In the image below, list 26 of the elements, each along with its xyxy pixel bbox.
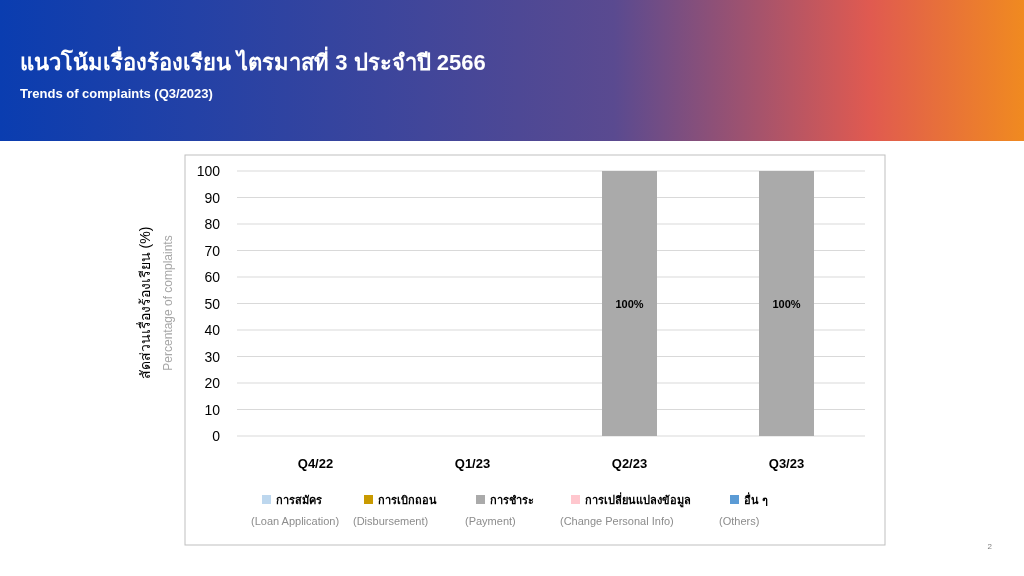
legend-label: การเปลี่ยนแปลงข้อมูล (Change Personal Info) (560, 492, 691, 527)
text: 2 (987, 542, 993, 551)
y-tick-label: 50 (204, 295, 221, 312)
legend-label: อื่น ๆ (Others) (719, 492, 769, 527)
y-tick-label: 20 (204, 375, 221, 391)
chart-title: แนวโน้มเรื่องร้องเรียน ไตรมาสที่ 3 ประจำปี 2566 (20, 46, 486, 75)
y-tick-label: 10 (204, 401, 221, 418)
y-axis-title: สัดส่วนเรื่องร้องเรียน (%) Percentage of complaints (136, 226, 175, 380)
x-tick-label: Q3/23 (768, 456, 805, 471)
y-tick-label: 0 (212, 428, 221, 444)
x-tick-label: Q4/22 (297, 456, 334, 471)
legend-label: การชำระ (Payment) (465, 494, 534, 527)
legend-label: การสมัคร (Loan Application) (251, 494, 340, 527)
data-label: 100% (615, 297, 644, 310)
legend-label: การเบิกถอน (Disbursement) (353, 494, 437, 527)
y-tick-label: 70 (204, 242, 221, 259)
x-tick-label: Q1/23 (454, 456, 491, 471)
y-tick-label: 100 (196, 163, 221, 179)
y-tick-label: 40 (204, 322, 221, 338)
text: Trends of complaints (Q3/2023) (20, 86, 213, 101)
y-tick-label: 90 (204, 189, 221, 206)
y-tick-label: 60 (204, 269, 221, 285)
y-tick-label: 80 (204, 216, 221, 232)
x-tick-label: Q2/23 (611, 456, 648, 471)
y-tick-label: 30 (204, 348, 221, 365)
data-label: 100% (772, 297, 801, 310)
